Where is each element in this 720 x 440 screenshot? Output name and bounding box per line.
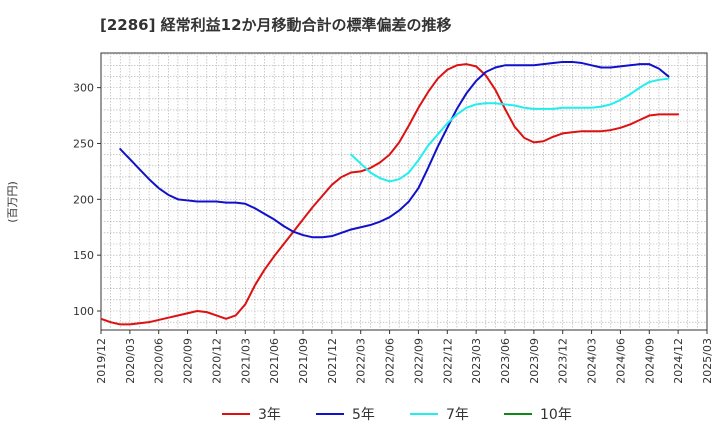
x-tick-label: 2024/12: [672, 338, 685, 384]
chart-title: [2286] 経常利益12か月移動合計の標準偏差の推移: [100, 16, 452, 34]
series-line-1: [119, 60, 670, 239]
legend-label-2: 7年: [446, 407, 469, 423]
y-tick-label: 250: [73, 137, 94, 150]
y-tick-label: 150: [73, 249, 94, 262]
x-tick-label: 2020/03: [124, 338, 137, 384]
legend-label-3: 10年: [540, 407, 572, 423]
x-tick-label: 2021/06: [268, 338, 281, 384]
y-tick-label: 100: [73, 305, 94, 318]
legend-label-1: 5年: [352, 407, 375, 423]
legend-label-0: 3年: [258, 407, 281, 423]
x-tick-label: 2023/06: [499, 338, 512, 384]
x-tick-label: 2021/12: [326, 338, 339, 384]
x-tick-label: 2023/12: [557, 338, 570, 384]
x-tick-label: 2021/03: [239, 338, 252, 384]
y-tick-label: 300: [73, 82, 94, 95]
y-axis-label: (百万円): [6, 181, 19, 223]
plot-area: [100, 52, 708, 331]
x-tick-label: 2022/12: [441, 338, 454, 384]
x-tick-label: 2023/09: [528, 338, 541, 384]
y-tick-label: 200: [73, 193, 94, 206]
x-tick-label: 2022/06: [384, 338, 397, 384]
x-tick-label: 2019/12: [95, 338, 108, 384]
x-tick-label: 2021/09: [297, 338, 310, 384]
x-tick-label: 2020/06: [153, 338, 166, 384]
x-tick-label: 2025/03: [701, 338, 714, 384]
x-tick-label: 2020/09: [182, 338, 195, 384]
x-tick-label: 2024/03: [586, 338, 599, 384]
x-tick-label: 2023/03: [470, 338, 483, 384]
series-line-2: [350, 77, 670, 183]
x-tick-label: 2024/06: [614, 338, 627, 384]
x-tick-label: 2024/09: [643, 338, 656, 384]
x-tick-label: 2022/03: [355, 338, 368, 384]
series-line-0: [101, 63, 680, 326]
x-tick-label: 2020/12: [210, 338, 223, 384]
x-tick-label: 2022/09: [412, 338, 425, 384]
